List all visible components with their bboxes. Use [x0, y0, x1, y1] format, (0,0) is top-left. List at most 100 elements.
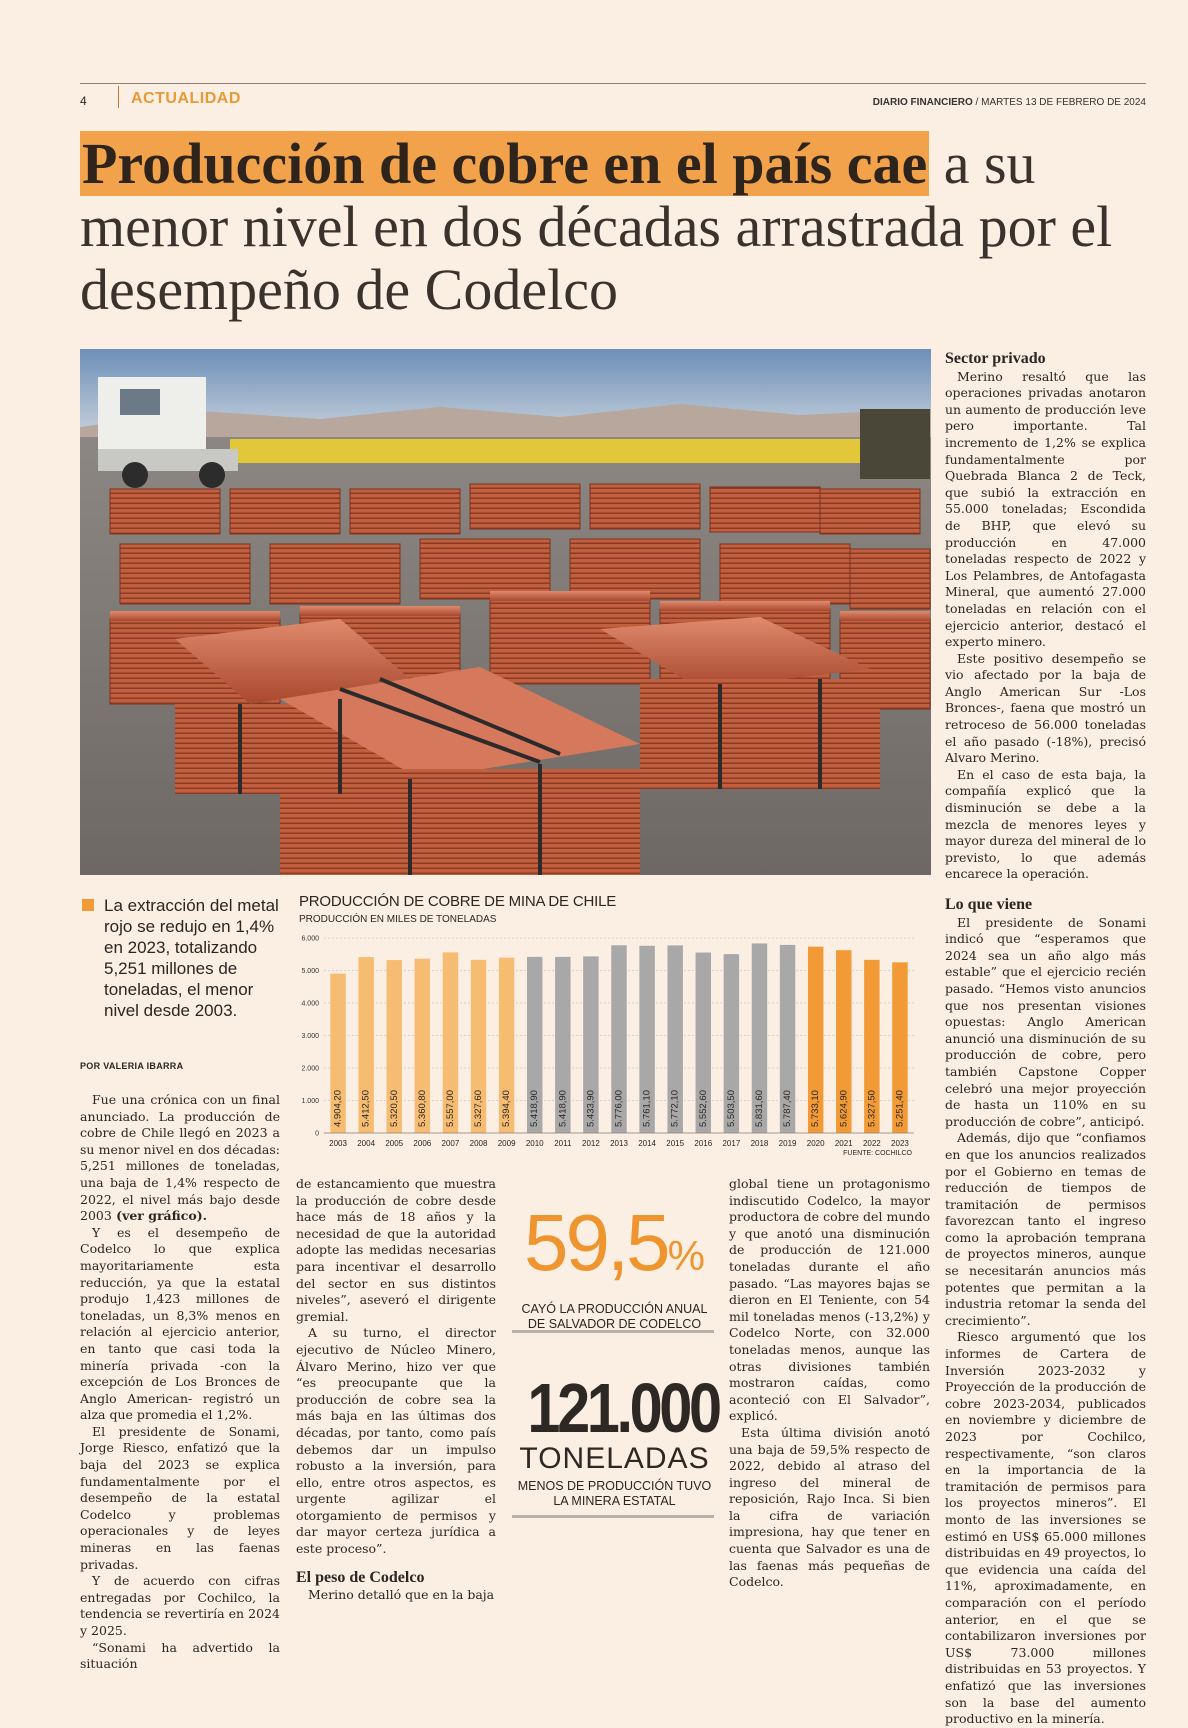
x-tick-label: 2009	[498, 1139, 516, 1148]
stat-salvador-value: 59,5%	[512, 1203, 717, 1296]
paragraph: Merino detalló que en la baja	[308, 1587, 495, 1603]
bar	[667, 945, 683, 1133]
bar-value-label: 5.552,60	[698, 1090, 709, 1127]
subhead-outlook: Lo que viene	[945, 896, 1033, 913]
chart-title: PRODUCCIÓN DE COBRE DE MINA DE CHILE	[299, 893, 617, 910]
x-tick-label: 2016	[694, 1139, 712, 1148]
x-tick-label: 2004	[357, 1139, 375, 1148]
stat-tonnes-caption: MENOS DE PRODUCCIÓN TUVO LA MINERA ESTAT…	[517, 1479, 712, 1508]
bar-value-label: 5.761,10	[642, 1090, 653, 1127]
paragraph: El presidente de Sonami, Jorge Riesco, e…	[80, 1423, 280, 1572]
chart-subtitle: PRODUCCIÓN EN MILES DE TONELADAS	[299, 914, 497, 925]
paragraph: El presidente de Sonami indicó que “espe…	[945, 914, 1146, 1129]
stat-tonnes-unit: TONELADAS	[519, 1442, 710, 1475]
bar-value-label: 5.503,50	[726, 1090, 737, 1127]
bar	[470, 959, 487, 1133]
x-tick-label: 2005	[385, 1139, 403, 1148]
bar	[526, 956, 543, 1133]
stat-value: 59,5	[523, 1198, 671, 1287]
stat-salvador-caption: CAYÓ LA PRODUCCIÓN ANUAL DE SALVADOR DE …	[521, 1302, 708, 1331]
y-tick-label: 1.000	[301, 1098, 319, 1105]
bar	[414, 958, 431, 1133]
bar	[639, 945, 655, 1133]
section-divider	[118, 86, 119, 108]
subhead-private-sector: Sector privado	[945, 350, 1046, 367]
bar-value-label: 5.418,90	[529, 1090, 540, 1127]
bar	[583, 956, 599, 1133]
x-tick-label: 2022	[863, 1139, 881, 1148]
bar	[498, 957, 515, 1133]
x-tick-label: 2007	[442, 1139, 460, 1148]
paragraph: Y es el desempeño de Codelco lo que expl…	[80, 1224, 280, 1423]
y-tick-label: 0	[315, 1131, 319, 1138]
subhead-codelco: El peso de Codelco	[296, 1568, 425, 1586]
bar-value-label: 5.412,50	[361, 1090, 372, 1127]
bar-value-label: 5.327,60	[473, 1090, 484, 1127]
y-tick-label: 4.000	[301, 1001, 319, 1008]
x-tick-label: 2015	[666, 1139, 684, 1148]
paragraph: En el caso de esta baja, la compañía exp…	[945, 766, 1146, 882]
bar	[358, 957, 374, 1133]
bar-value-label: 5.327,50	[866, 1090, 877, 1127]
article-column-3: global tiene un protagonismo indiscutido…	[729, 1176, 930, 1591]
stat-salvador: 59,5% CAYÓ LA PRODUCCIÓN ANUAL DE SALVAD…	[512, 1203, 717, 1332]
bar	[442, 952, 459, 1133]
byline: POR VALERIA IBARRA	[80, 1061, 184, 1071]
y-tick-label: 2.000	[301, 1066, 319, 1073]
bar	[864, 959, 880, 1133]
bar	[836, 950, 852, 1133]
x-tick-label: 2013	[610, 1139, 628, 1148]
paper-name: DIARIO FINANCIERO	[872, 97, 973, 108]
y-tick-label: 6.000	[301, 936, 319, 943]
bar-value-label: 5.772,10	[670, 1090, 681, 1127]
paragraph: Riesco argumentó que los informes de Car…	[945, 1329, 1146, 1727]
article-column-4: Sector privado Merino resaltó que las op…	[945, 350, 1146, 1728]
bar	[330, 973, 346, 1133]
bar-value-label: 5.251,40	[894, 1090, 905, 1127]
lead-summary: La extracción del metal rojo se redujo e…	[82, 895, 292, 1021]
bar-value-label: 5.394,40	[501, 1090, 512, 1127]
paragraph-text: Fue una crónica con un final anunciado. …	[80, 1092, 280, 1224]
page-number: 4	[80, 94, 87, 108]
bar-value-label: 5.433,90	[585, 1090, 596, 1127]
chart-source: FUENTE: COCHILCO	[843, 1150, 912, 1157]
bar	[695, 952, 712, 1133]
x-tick-label: 2017	[722, 1139, 740, 1148]
bar	[807, 946, 824, 1133]
x-tick-label: 2014	[638, 1139, 656, 1148]
chart-reference: (ver gráfico).	[111, 1208, 207, 1224]
x-tick-label: 2010	[526, 1139, 544, 1148]
paragraph: de estancamiento que muestra la producci…	[296, 1176, 496, 1324]
paragraph: Este positivo desempeño se vio afectado …	[945, 650, 1146, 766]
masthead: DIARIO FINANCIERO / MARTES 13 DE FEBRERO…	[873, 97, 1146, 108]
lead-bullet	[82, 899, 94, 911]
bar-value-label: 5.831,60	[754, 1090, 765, 1127]
bar-value-label: 4.904,20	[333, 1090, 344, 1127]
bar	[386, 960, 402, 1133]
bar-value-label: 5.787,40	[782, 1090, 793, 1127]
y-tick-label: 3.000	[301, 1033, 319, 1040]
headline-highlight: Producción de cobre en el país cae	[80, 131, 930, 196]
x-tick-label: 2006	[413, 1139, 431, 1148]
bar-value-label: 5.360,80	[417, 1090, 428, 1127]
stat-unit: %	[667, 1232, 706, 1279]
section-label: ACTUALIDAD	[131, 90, 241, 107]
bar	[751, 943, 768, 1133]
article-column-2: de estancamiento que muestra la producci…	[296, 1176, 496, 1604]
bar	[779, 944, 796, 1133]
article-column-1: Fue una crónica con un final anunciado. …	[80, 1092, 280, 1673]
top-rule	[80, 83, 1146, 84]
bar-value-label: 5.624,90	[838, 1090, 849, 1127]
bar-value-label: 5.776,00	[614, 1090, 625, 1127]
stat-codelco-tonnes: 121.000 TONELADAS MENOS DE PRODUCCIÓN TU…	[512, 1373, 722, 1509]
x-tick-label: 2003	[329, 1139, 347, 1148]
bar-value-label: 5.557,00	[445, 1090, 456, 1127]
stat-divider	[512, 1515, 714, 1518]
lead-text: La extracción del metal rojo se redujo e…	[104, 896, 279, 1020]
chart-plot: 0 1.000 2.000 3.000 4.000 5.000 6.000 4.904,20 2…	[301, 936, 914, 1157]
headline-rest: a su menor nivel en dos décadas arrastra…	[80, 131, 1113, 322]
x-tick-label: 2018	[751, 1139, 769, 1148]
x-tick-label: 2020	[807, 1139, 825, 1148]
paragraph: Además, dijo que “confiamos en que los a…	[945, 1130, 1146, 1328]
bar-value-label: 5.418,90	[557, 1090, 568, 1127]
